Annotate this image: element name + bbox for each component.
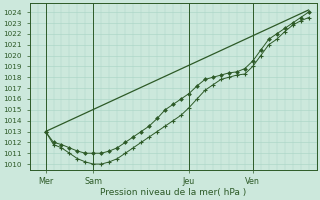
X-axis label: Pression niveau de la mer( hPa ): Pression niveau de la mer( hPa ) bbox=[100, 188, 246, 197]
